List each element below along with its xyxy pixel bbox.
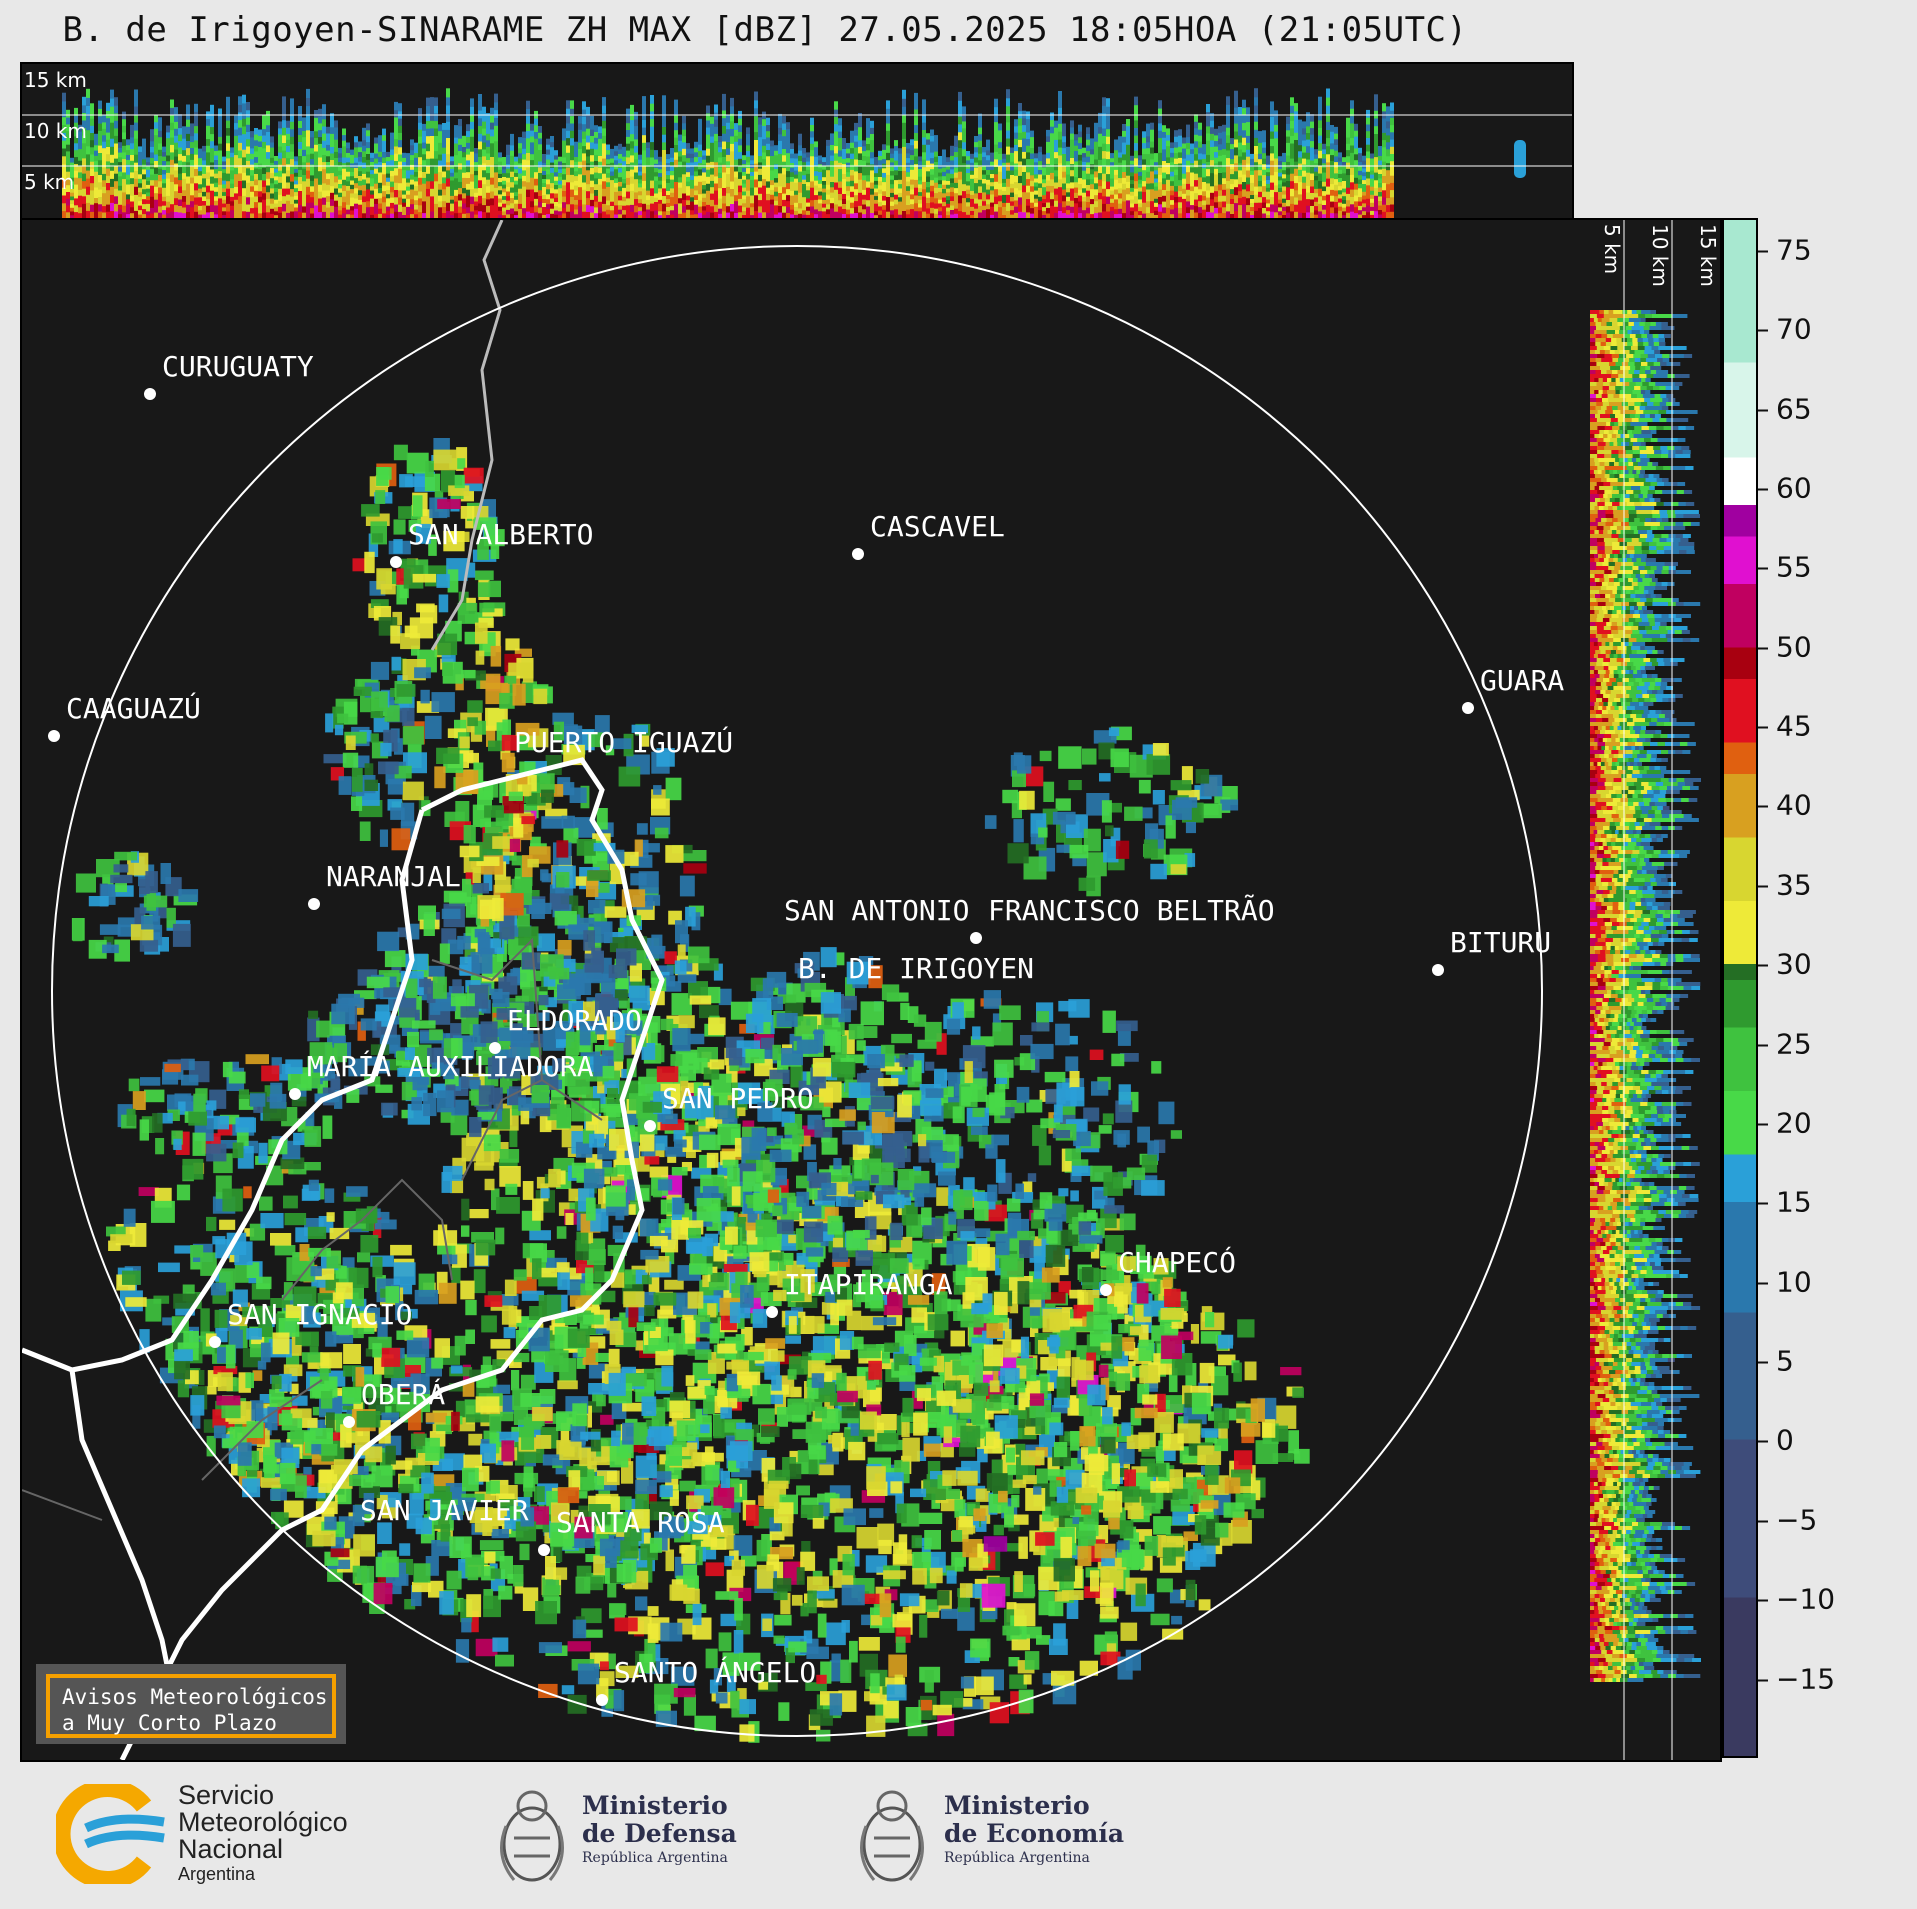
city-label: SAN ALBERTO — [408, 518, 593, 551]
city-label: PUERTO IGUAZÚ — [514, 725, 733, 759]
coat-of-arms-icon — [500, 1790, 564, 1882]
city-label: SAN IGNACIO — [227, 1298, 412, 1331]
colorbar-tick: 30 — [1758, 948, 1812, 981]
colorbar-tick: 0 — [1758, 1424, 1794, 1457]
footer-logos: Servicio Meteorológico Nacional Argentin… — [0, 1762, 1917, 1909]
top-cross-section-panel: 15 km 10 km 5 km — [20, 62, 1574, 220]
side-altitude-label-15km: 15 km — [1696, 224, 1720, 287]
top-altitude-label-10km: 10 km — [24, 119, 87, 143]
city-label: GUARA — [1480, 664, 1564, 697]
colorbar-tick: −10 — [1758, 1583, 1835, 1616]
city-marker — [1100, 1284, 1112, 1296]
colorbar-tick: 75 — [1758, 233, 1812, 266]
colorbar-tick: 5 — [1758, 1345, 1794, 1378]
city-label: CHAPECÓ — [1118, 1245, 1236, 1279]
city-label: ITAPIRANGA — [784, 1268, 953, 1301]
radar-echoes — [71, 438, 1310, 1743]
radar-map-plot: CURUGUATY SAN ALBERTO CASCAVEL CAAGUAZÚ GUAR… — [22, 220, 1564, 1760]
colorbar-tick: 55 — [1758, 551, 1812, 584]
dbz-colorbar — [1722, 218, 1758, 1758]
side-altitude-label-5km: 5 km — [1600, 224, 1624, 275]
economia-line-2: de Economía — [944, 1819, 1125, 1848]
city-marker — [596, 1694, 608, 1706]
city-label: OBERÁ — [361, 1377, 445, 1411]
city-marker — [1432, 964, 1444, 976]
colorbar-tick: 60 — [1758, 471, 1812, 504]
economia-line-1: Ministerio — [944, 1791, 1090, 1820]
boundaries — [22, 220, 665, 1760]
city-label: SANTO ÁNGELO — [614, 1655, 816, 1689]
smn-line-2: Meteorológico — [178, 1807, 348, 1837]
defensa-logo-text: Ministerio de Defensa República Argentin… — [582, 1792, 737, 1868]
colorbar-tick: 70 — [1758, 313, 1812, 346]
city-label: CURUGUATY — [162, 350, 314, 383]
city-marker — [144, 388, 156, 400]
range-ring — [51, 245, 1543, 1737]
city-markers: CURUGUATY SAN ALBERTO CASCAVEL CAAGUAZÚ GUAR… — [48, 350, 1564, 1706]
smn-line-3: Nacional — [178, 1834, 284, 1864]
city-label: CASCAVEL — [870, 510, 1005, 543]
coat-of-arms-icon — [860, 1790, 924, 1882]
colorbar-tick: 65 — [1758, 392, 1812, 425]
colorbar-tick: 40 — [1758, 789, 1812, 822]
side-altitude-label-10km: 10 km — [1648, 224, 1672, 287]
city-marker — [852, 548, 864, 560]
defensa-line-1: Ministerio — [582, 1791, 728, 1820]
economia-logo-text: Ministerio de Economía República Argenti… — [944, 1792, 1124, 1868]
colorbar-tick: 25 — [1758, 1027, 1812, 1060]
city-label: SAN PEDRO — [662, 1082, 814, 1115]
side-cross-section-plot — [1590, 220, 1701, 1760]
avisos-line-1: Avisos Meteorológicos — [62, 1685, 328, 1709]
city-marker — [390, 556, 402, 568]
avisos-text: Avisos Meteorológicos a Muy Corto Plazo — [62, 1684, 328, 1736]
city-label: SAN JAVIER — [360, 1494, 529, 1527]
colorbar-tick: 50 — [1758, 630, 1812, 663]
city-label: MARÍA AUXILIADORA — [307, 1049, 594, 1083]
city-label: CAAGUAZÚ — [66, 691, 201, 725]
defensa-line-2: de Defensa — [582, 1819, 737, 1848]
colorbar-tick: 45 — [1758, 710, 1812, 743]
city-marker — [644, 1120, 656, 1132]
city-label: SAN ANTONIO — [784, 894, 969, 927]
colorbar-tick: 20 — [1758, 1106, 1812, 1139]
colorbar-tick: −5 — [1758, 1503, 1817, 1536]
colorbar-tick: 10 — [1758, 1265, 1812, 1298]
defensa-line-3: República Argentina — [582, 1850, 728, 1866]
city-label: SANTA ROSA — [556, 1506, 725, 1539]
smn-line-1: Servicio — [178, 1780, 275, 1810]
smn-logo-icon — [56, 1784, 165, 1884]
avisos-line-2: a Muy Corto Plazo — [62, 1711, 277, 1735]
smn-logo-text: Servicio Meteorológico Nacional Argentin… — [178, 1782, 348, 1885]
radar-map: CURUGUATY SAN ALBERTO CASCAVEL CAAGUAZÚ GUAR… — [20, 218, 1574, 1762]
city-marker — [289, 1088, 301, 1100]
city-label: NARANJAL — [326, 860, 461, 893]
city-label: B. DE IRIGOYEN — [798, 952, 1034, 985]
city-marker — [48, 730, 60, 742]
map-title: B. de Irigoyen-SINARAME ZH MAX [dBZ] 27.… — [62, 10, 1468, 50]
smn-line-4: Argentina — [178, 1864, 256, 1884]
avisos-border: Avisos Meteorológicos a Muy Corto Plazo — [46, 1674, 336, 1738]
city-label: ELDORADO — [507, 1004, 642, 1037]
colorbar-tick: 15 — [1758, 1186, 1812, 1219]
city-marker — [308, 898, 320, 910]
side-cross-section-panel: 5 km 10 km 15 km — [1572, 218, 1722, 1762]
city-marker — [489, 1042, 501, 1054]
avisos-box: Avisos Meteorológicos a Muy Corto Plazo — [36, 1664, 346, 1744]
city-marker — [209, 1336, 221, 1348]
city-marker — [766, 1306, 778, 1318]
top-altitude-label-15km: 15 km — [24, 68, 87, 92]
city-label: FRANCISCO BELTRÃO — [988, 894, 1275, 927]
colorbar-tick: −15 — [1758, 1662, 1835, 1695]
city-marker — [970, 932, 982, 944]
colorbar-tick-labels: 75 70 65 60 55 50 45 40 35 30 25 20 15 1… — [1758, 218, 1908, 1758]
city-marker — [343, 1416, 355, 1428]
economia-line-3: República Argentina — [944, 1850, 1090, 1866]
top-altitude-label-5km: 5 km — [24, 170, 75, 194]
city-label: BITURU — [1450, 926, 1551, 959]
city-marker — [1462, 702, 1474, 714]
top-cross-section-plot — [22, 88, 1572, 218]
city-marker — [538, 1544, 550, 1556]
colorbar-tick: 35 — [1758, 868, 1812, 901]
